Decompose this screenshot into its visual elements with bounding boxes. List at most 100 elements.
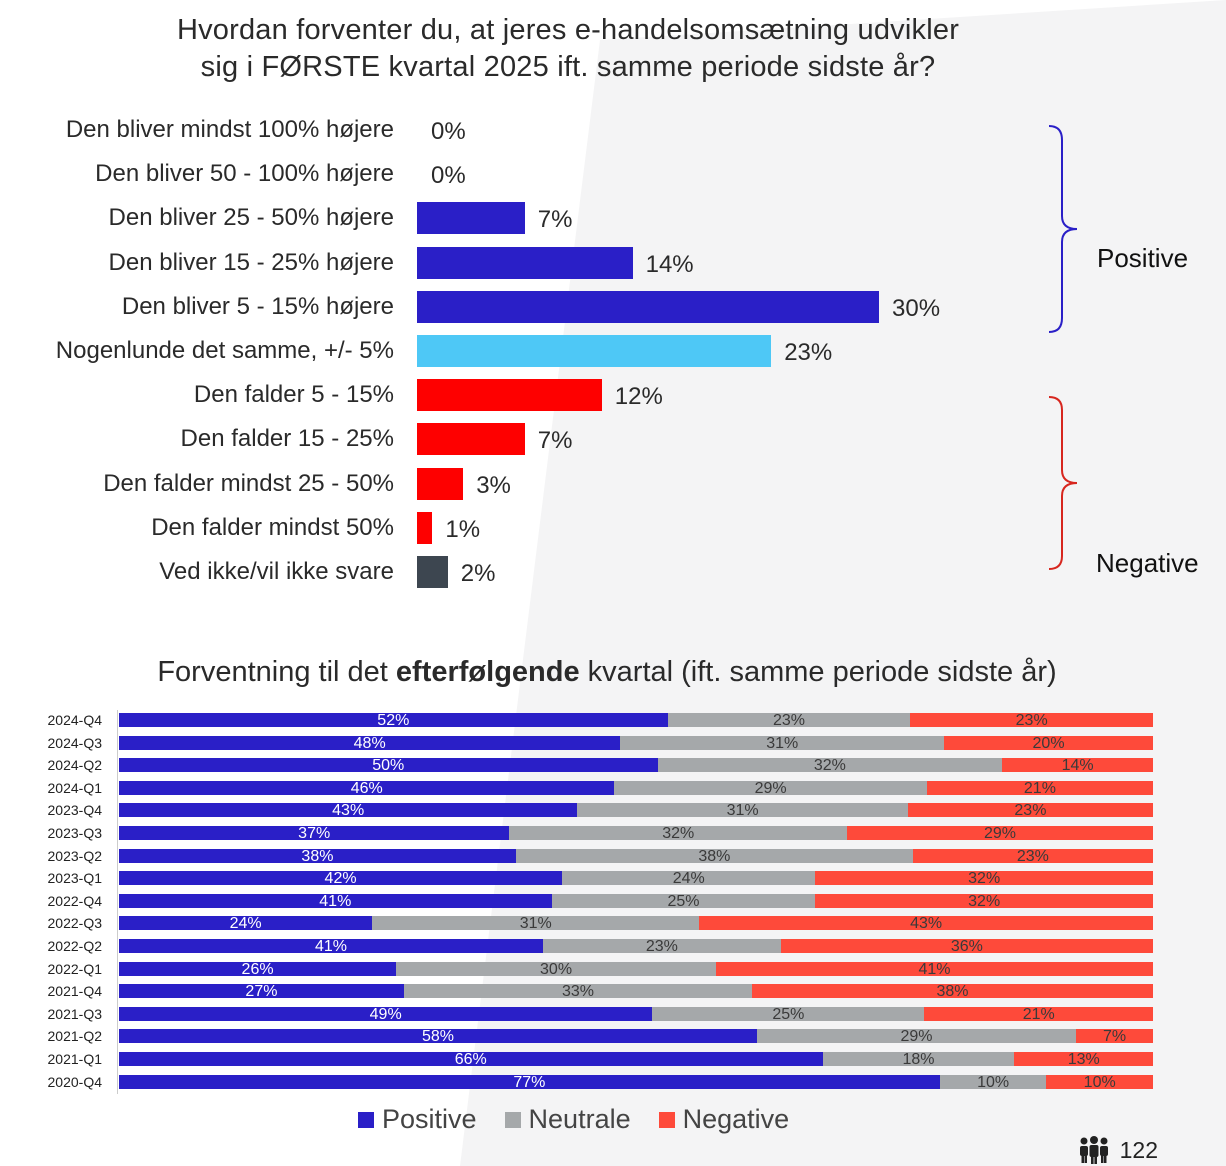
stacked-value-label: 46%	[350, 779, 383, 797]
stacked-segment-positive	[119, 803, 578, 818]
quarter-label: 2024-Q2	[47, 757, 102, 774]
quarter-label: 2022-Q1	[47, 960, 102, 977]
stacked-value-label: 66%	[454, 1051, 487, 1068]
stacked-value-label: 13%	[1067, 1051, 1100, 1068]
stacked-segment-positive	[119, 984, 404, 999]
top-value-label: 14%	[645, 250, 694, 278]
stacked-segment-positive	[119, 780, 615, 795]
stacked-value-label: 29%	[754, 779, 787, 797]
top-value-label: 12%	[614, 383, 663, 411]
top-category-label: Den falder mindst 50%	[151, 513, 394, 541]
top-value-label: 7%	[537, 427, 573, 455]
stacked-value-label: 37%	[298, 825, 331, 842]
stacked-value-label: 52%	[377, 712, 410, 729]
legend-label-positive: Positive	[382, 1104, 477, 1134]
top-value-label: 30%	[892, 294, 941, 322]
stacked-segment-neutral	[577, 803, 908, 818]
stacked-segment-neutral	[667, 713, 911, 727]
stacked-segment-positive	[119, 826, 510, 840]
people-icon	[1079, 1136, 1108, 1164]
legend-item-positive: Positive	[358, 1104, 477, 1135]
bottom-chart-axis-line	[117, 710, 118, 1094]
stacked-value-label: 21%	[1022, 1005, 1055, 1023]
top-chart-title: Hvordan forventer du, at jeres e-handels…	[0, 12, 1136, 86]
quarter-label: 2021-Q2	[47, 1028, 102, 1045]
stacked-segment-negative	[1014, 1052, 1153, 1066]
top-value-label: 3%	[476, 471, 511, 499]
stacked-segment-positive	[119, 848, 516, 863]
top-bar	[417, 335, 772, 367]
stacked-segment-negative	[924, 1006, 1153, 1021]
top-chart-title-line1: Hvordan forventer du, at jeres e-handels…	[176, 14, 960, 46]
stacked-segment-neutral	[542, 939, 781, 953]
stacked-segment-neutral	[822, 1052, 1015, 1066]
legend-label-neutral: Neutrale	[528, 1104, 631, 1134]
legend-swatch-neutral	[504, 1111, 521, 1128]
stacked-value-label: 23%	[645, 938, 678, 955]
bottom-chart-title-post: kvartal (ift. samme periode sidste år)	[579, 656, 1057, 688]
stacked-value-label: 41%	[918, 960, 951, 978]
stacked-segment-negative	[944, 735, 1153, 750]
stacked-value-label: 14%	[1061, 757, 1094, 775]
stacked-value-label: 23%	[1015, 712, 1048, 729]
negative-bracket	[1048, 396, 1078, 570]
stacked-value-label: 10%	[977, 1073, 1010, 1091]
positive-bracket-label: Positive	[1097, 243, 1189, 273]
stacked-value-label: 77%	[513, 1073, 546, 1091]
stacked-value-label: 21%	[1023, 779, 1056, 797]
top-value-label: 23%	[784, 339, 833, 366]
legend: Positive Neutrale Negative	[358, 1104, 789, 1135]
top-category-label: Ved ikke/vil ikke svare	[159, 558, 394, 585]
stacked-segment-positive	[119, 758, 658, 773]
stacked-value-label: 38%	[301, 847, 334, 865]
bottom-chart-title-bold: efterfølgende	[395, 656, 580, 688]
stacked-value-label: 42%	[324, 870, 357, 888]
top-value-label: 0%	[431, 162, 466, 190]
stacked-value-label: 20%	[1032, 734, 1065, 752]
page-number-text: 122	[1119, 1136, 1158, 1163]
top-category-label: Den bliver 5 - 15% højere	[121, 292, 394, 320]
stacked-segment-negative	[1046, 1074, 1153, 1089]
stacked-segment-positive	[119, 893, 552, 908]
top-category-label: Den bliver 15 - 25% højere	[108, 248, 394, 276]
legend-item-neutral: Neutrale	[504, 1104, 631, 1135]
stacked-segment-neutral	[403, 984, 753, 999]
stacked-value-label: 32%	[968, 892, 1001, 910]
top-category-label: Den falder 15 - 25%	[180, 425, 394, 453]
top-bar	[417, 467, 464, 500]
stacked-value-label: 24%	[229, 915, 262, 933]
stacked-value-label: 32%	[968, 870, 1001, 888]
stacked-segment-positive	[119, 916, 373, 931]
stacked-value-label: 50%	[372, 757, 405, 775]
quarter-label: 2021-Q3	[47, 1005, 102, 1022]
top-value-label: 7%	[537, 206, 573, 234]
stacked-value-label: 58%	[421, 1028, 455, 1046]
stacked-segment-neutral	[562, 871, 816, 886]
top-category-label: Den falder mindst 25 - 50%	[103, 469, 394, 497]
stacked-segment-negative	[910, 713, 1153, 727]
stacked-value-label: 33%	[561, 983, 594, 1001]
top-value-label: 1%	[445, 515, 481, 543]
stacked-segment-negative	[907, 803, 1153, 818]
stacked-segment-negative	[699, 916, 1153, 931]
top-bar	[417, 379, 602, 412]
top-bar	[417, 290, 879, 323]
stacked-segment-neutral	[620, 735, 945, 750]
quarter-label: 2022-Q2	[47, 938, 102, 954]
stacked-value-label: 48%	[353, 734, 386, 752]
stacked-segment-positive	[119, 713, 668, 727]
quarter-label: 2023-Q4	[47, 802, 102, 819]
stacked-value-label: 41%	[314, 938, 347, 955]
positive-bracket	[1048, 125, 1078, 333]
legend-swatch-positive	[358, 1111, 374, 1128]
stacked-segment-positive	[119, 961, 397, 976]
stacked-value-label: 23%	[1016, 847, 1049, 865]
quarter-label: 2024-Q4	[47, 712, 102, 728]
stacked-value-label: 29%	[900, 1028, 933, 1046]
stacked-segment-neutral	[657, 758, 1003, 773]
brackets	[1048, 125, 1078, 570]
stacked-value-label: 26%	[241, 960, 274, 978]
stacked-value-label: 31%	[766, 734, 799, 752]
stacked-value-label: 31%	[726, 802, 759, 820]
stacked-value-label: 43%	[910, 915, 943, 933]
